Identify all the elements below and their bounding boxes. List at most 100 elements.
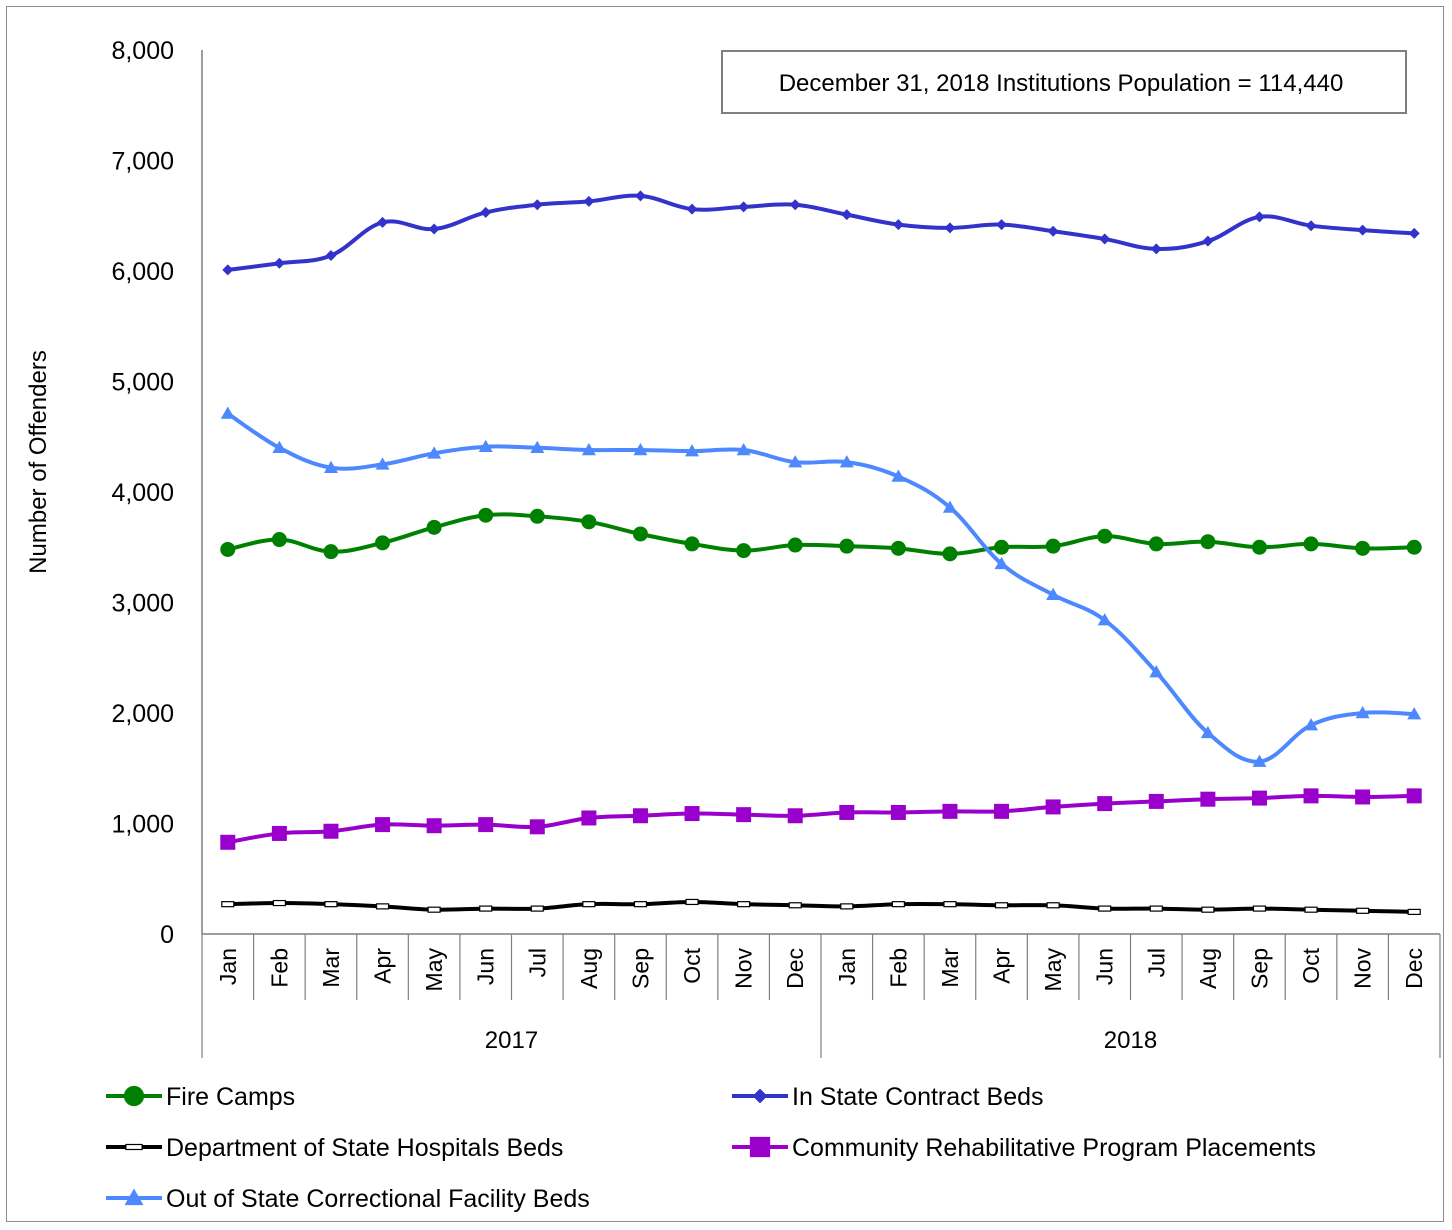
series-1 [222,190,1420,276]
y-tick-label: 4,000 [111,479,174,507]
legend-item: Community Rehabilitative Program Placeme… [732,1134,1316,1162]
legend: Fire Camps In State Contract Beds Departme… [106,1083,1316,1213]
x-tick-label: Aug [1195,948,1221,989]
data-point [324,901,338,908]
legend-marker [123,1085,145,1107]
legend-marker [124,1188,144,1206]
legend-label: Out of State Correctional Facility Beds [166,1185,590,1213]
data-point [1200,791,1216,807]
data-point [323,823,339,839]
data-point [1407,707,1422,720]
data-point [426,818,442,834]
data-point [841,209,853,221]
data-point [685,898,699,906]
x-tick-label: Jul [1143,948,1169,977]
data-point [1200,725,1215,739]
data-point [1046,587,1061,601]
data-point [1303,536,1319,552]
data-point [1355,789,1371,805]
y-tick-label: 3,000 [111,590,174,618]
x-tick-label: Feb [266,948,292,988]
data-point [1304,906,1318,913]
data-point [221,901,235,908]
x-tick-label: Sep [1246,948,1272,989]
data-point [1305,220,1317,232]
data-point [323,460,338,473]
data-point [530,905,544,912]
data-point [220,834,236,850]
data-point [1252,754,1267,767]
series-line [225,793,1417,845]
series-line [225,899,1417,914]
data-point [1201,906,1215,913]
x-tick-label: Oct [679,947,705,983]
data-point [1253,211,1265,223]
data-point [890,540,906,556]
data-point [738,201,750,213]
data-point [1355,706,1370,719]
series-line [225,193,1417,272]
annotation-group: December 31, 2018 Institutions Populatio… [721,50,1407,114]
data-point [994,539,1010,555]
data-point [632,808,648,824]
data-point [426,519,442,535]
data-point [788,455,803,468]
data-point [994,902,1009,909]
data-point [531,199,543,211]
data-point [1252,905,1267,912]
x-tick-label: Nov [731,948,757,989]
annotation-text: December 31, 2018 Institutions Populatio… [779,70,1344,97]
data-point [1047,225,1059,237]
data-point [479,905,493,912]
data-point [942,546,958,562]
data-point [1406,539,1422,555]
data-point [944,222,956,234]
series-line [225,411,1417,764]
legend-item: Department of State Hospitals Beds [106,1134,563,1162]
data-point [1098,905,1112,912]
data-point [789,199,801,211]
data-point [480,206,492,218]
data-point [222,264,234,276]
x-tick-label: Jan [215,948,241,985]
data-point [1200,534,1216,550]
data-point [736,807,752,823]
data-point [943,901,957,908]
y-tick-label: 8,000 [111,37,174,65]
data-point [1406,788,1422,804]
data-point [325,250,337,262]
data-point [890,804,906,820]
legend-marker [749,1136,771,1158]
x-tick-label: Feb [885,948,911,988]
data-point [996,219,1008,231]
x-tick-label: Nov [1350,948,1376,989]
data-point [1149,665,1164,678]
data-point [583,195,595,207]
x-tick-label: Dec [1401,948,1427,989]
series-group [220,190,1422,916]
data-point [1408,227,1420,239]
x-tick-label: Mar [937,948,963,988]
data-point [942,803,958,819]
data-point [478,507,494,523]
data-point [632,526,648,542]
series-3 [220,788,1422,850]
legend-item: Out of State Correctional Facility Beds [106,1185,590,1213]
data-point [1148,793,1164,809]
data-point [529,508,545,524]
data-point [787,808,803,824]
data-point [737,901,751,908]
data-point [375,817,391,833]
x-tick-label: Jan [834,948,860,985]
data-point [1149,905,1163,912]
data-point [1045,799,1061,815]
data-point [1097,528,1113,544]
data-point [1202,235,1214,247]
y-tick-label: 2,000 [111,700,174,728]
series-4 [220,406,1422,767]
x-tick-label: May [1040,948,1066,992]
data-point [1097,613,1112,626]
data-point [427,906,441,913]
data-point [839,455,854,468]
data-point [633,901,648,908]
